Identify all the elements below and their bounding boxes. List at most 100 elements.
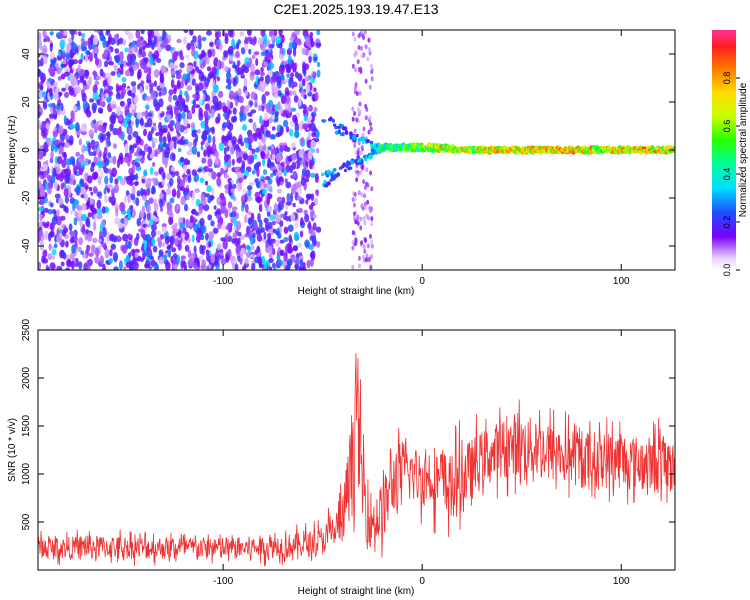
spectrogram-cell	[192, 94, 198, 99]
spectrogram-cell	[64, 142, 70, 148]
spectrogram-cell	[361, 132, 365, 138]
spectrogram-cell	[291, 142, 296, 149]
spectrogram-cell	[166, 208, 173, 216]
spectrogram-cell	[285, 215, 290, 222]
spectrogram-cell	[235, 50, 240, 58]
spectrogram-cell	[308, 220, 312, 231]
spectrogram-cell	[94, 247, 100, 257]
spectrogram-cell	[213, 205, 217, 210]
spectrogram-cell	[136, 218, 141, 227]
spectrogram-cell	[245, 143, 250, 149]
spectrogram-cell	[145, 85, 149, 90]
spectrogram-cell	[354, 67, 357, 73]
spectrogram-cell	[38, 69, 41, 76]
colorbar-tick-label: 0.2	[722, 216, 732, 229]
spectrogram-cell	[364, 78, 368, 84]
spectrogram-cell	[364, 103, 368, 109]
spectrogram-cell	[104, 237, 109, 244]
spectrogram-cell	[47, 174, 52, 182]
spectrogram-cell	[192, 35, 197, 43]
spectrogram-cell	[360, 53, 364, 59]
spectrogram-cell	[305, 32, 310, 38]
spectrogram-cell	[239, 31, 245, 37]
spectrogram-cell	[249, 134, 255, 143]
spectrogram-cell	[153, 35, 157, 45]
spectrogram-cell	[279, 145, 284, 153]
spectrogram-cell	[61, 159, 67, 169]
spectrogram-cell	[76, 185, 81, 194]
spectrogram-cell	[158, 134, 163, 143]
spectrogram-cell	[199, 177, 205, 183]
spectrogram-cell	[247, 217, 253, 225]
spectrogram-cell	[312, 222, 317, 231]
spectrogram-cell	[353, 202, 356, 208]
spectrogram-cell	[305, 75, 310, 82]
spectrogram-cell	[267, 245, 273, 253]
spectrogram-cell	[156, 237, 162, 243]
spectrogram-cell	[144, 218, 149, 225]
spectrogram-cell	[94, 57, 100, 66]
spectrogram-cell	[254, 178, 259, 183]
spectrogram-cell	[351, 264, 355, 270]
spectrogram-cell	[295, 38, 302, 43]
spectrogram-cell	[49, 105, 54, 113]
spectrogram-cell	[117, 85, 124, 91]
spectrogram-cell	[252, 232, 256, 238]
spectrogram-cell	[314, 173, 319, 183]
spectrogram-cell	[109, 123, 114, 132]
spectrogram-cell	[135, 118, 139, 128]
spectrogram-cell	[299, 258, 303, 268]
spectrogram-cell	[81, 92, 87, 103]
spectrogram-cell	[115, 207, 119, 217]
spectrogram-cell	[102, 122, 108, 127]
spectrogram-cell	[227, 201, 233, 209]
spectrogram-cell	[125, 254, 130, 262]
spectrogram-cell	[358, 90, 362, 96]
spectrogram-cell	[51, 255, 56, 260]
spectrogram-cell	[65, 51, 70, 60]
spectrogram-cell	[224, 172, 229, 180]
spectrogram-cell	[69, 210, 73, 215]
spectrogram-cell	[71, 236, 75, 243]
spectrogram-cell	[69, 123, 76, 130]
spectrogram-cell	[175, 72, 182, 80]
spectrogram-cell	[194, 104, 201, 109]
spectrogram-cell	[357, 140, 361, 146]
spectrogram-cell	[168, 89, 174, 96]
snr-x-axis-label: Height of straight line (km)	[298, 586, 415, 597]
spectrogram-cell	[370, 76, 374, 82]
spectrogram-cell	[153, 80, 157, 87]
spectrogram-cell	[257, 84, 262, 91]
spectrogram-cell	[226, 230, 231, 237]
spectrogram-cell	[62, 30, 68, 37]
spectrogram-cell	[207, 196, 212, 204]
spectrogram-cell	[43, 55, 48, 65]
spectrogram-cell	[139, 85, 143, 94]
spectrogram-cell	[292, 81, 298, 88]
spectrogram-cell	[355, 117, 359, 123]
y-tick-label: 20	[21, 96, 32, 108]
spectrogram-cell	[294, 263, 299, 270]
spectrogram-cell	[292, 245, 298, 252]
spectrogram-cell	[236, 60, 241, 67]
spectrogram-cell	[69, 179, 74, 185]
spectrogram-cell	[122, 233, 129, 242]
spectrogram-cell	[264, 91, 270, 96]
spectrogram-signal-cell	[346, 161, 352, 167]
spectrogram-cell	[159, 73, 165, 84]
spectrogram-cell	[301, 47, 306, 56]
spectrogram-cell	[155, 230, 162, 236]
spectrogram-cell	[38, 261, 42, 270]
y-tick-label: 500	[21, 513, 32, 530]
spectrogram-cell	[88, 76, 92, 86]
spectrogram-cell	[216, 243, 222, 251]
spectrogram-cell	[304, 239, 310, 248]
spectrogram-cell	[368, 256, 371, 262]
spectrogram-cell	[351, 116, 355, 122]
spectrogram-cell	[287, 224, 294, 232]
spectrogram-cell	[176, 175, 181, 186]
spectrogram-cell	[365, 257, 368, 263]
spectrogram-cell	[85, 218, 90, 227]
spectrogram-cell	[219, 200, 226, 207]
spectrogram-cell	[298, 255, 304, 261]
